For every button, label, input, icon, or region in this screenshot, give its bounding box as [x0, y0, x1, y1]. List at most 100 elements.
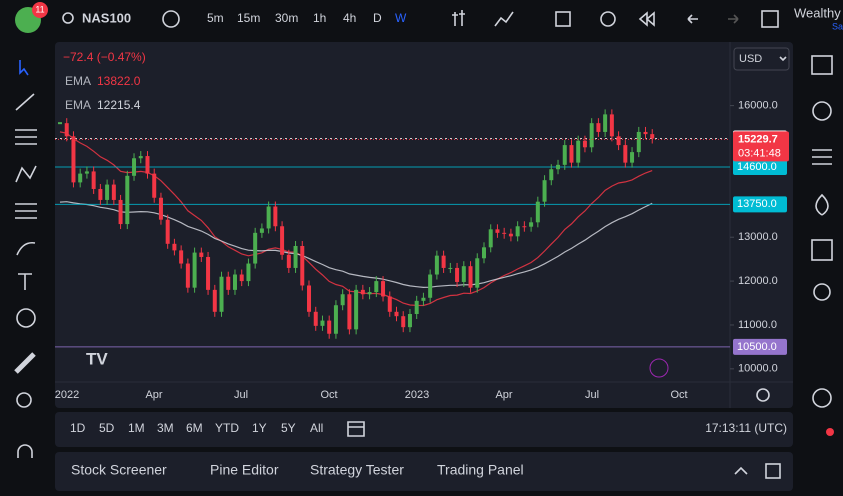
tab[interactable]: Strategy Tester: [310, 462, 404, 478]
zoom-tool[interactable]: [16, 392, 32, 408]
chart-type[interactable]: [452, 10, 465, 26]
indicators[interactable]: [494, 11, 514, 27]
hotlists[interactable]: [815, 193, 829, 216]
candle: [495, 229, 500, 233]
magnet-tool[interactable]: [17, 444, 33, 458]
candle: [354, 289, 359, 330]
range-bar: [55, 412, 793, 447]
range-button[interactable]: 5D: [99, 421, 115, 435]
interval[interactable]: 4h: [343, 11, 356, 25]
candle: [172, 243, 177, 251]
alerts[interactable]: [812, 101, 832, 121]
redo[interactable]: [728, 14, 739, 24]
y-tick-label: 12000.0: [738, 275, 778, 287]
collapse[interactable]: [734, 466, 748, 475]
candle: [529, 222, 534, 227]
range-button[interactable]: YTD: [215, 421, 239, 435]
interval[interactable]: 1h: [313, 11, 326, 25]
tv-logo: TV: [86, 349, 108, 368]
watchlist[interactable]: [811, 55, 833, 75]
indicator-name: EMA: [65, 74, 91, 88]
ruler-tool[interactable]: [14, 352, 36, 374]
add-symbol[interactable]: [162, 10, 180, 28]
candle: [475, 258, 480, 288]
emoji-tool[interactable]: [16, 308, 36, 328]
alert[interactable]: [600, 11, 616, 27]
candle: [327, 320, 332, 334]
candle: [603, 114, 608, 132]
x-tick-label: Apr: [145, 389, 162, 401]
brand-sub: Sa: [832, 21, 843, 31]
text-tool[interactable]: [18, 273, 32, 290]
tab[interactable]: Stock Screener: [71, 462, 167, 478]
range-button[interactable]: 1M: [128, 421, 145, 435]
notification: [826, 428, 834, 436]
streams[interactable]: [812, 388, 832, 408]
candle: [455, 267, 460, 282]
candle: [643, 131, 648, 135]
candle: [434, 255, 439, 275]
countdown: 03:41:48: [738, 147, 781, 159]
indicator-value: 13822.0: [97, 74, 141, 88]
fib-tool[interactable]: [15, 129, 37, 145]
interval[interactable]: D: [373, 11, 382, 25]
candle: [508, 233, 513, 237]
range-button[interactable]: 1Y: [252, 421, 267, 435]
range-button[interactable]: 6M: [186, 421, 203, 435]
replay[interactable]: [638, 11, 655, 27]
cursor-tool[interactable]: [19, 60, 29, 76]
candle: [152, 173, 157, 198]
fullscreen[interactable]: [761, 10, 779, 28]
interval[interactable]: 5m: [207, 11, 224, 25]
symbol[interactable]: NAS100: [82, 10, 131, 25]
tab[interactable]: Trading Panel: [437, 462, 524, 478]
candle: [589, 123, 594, 148]
candle: [515, 226, 520, 237]
candle: [259, 228, 264, 233]
candle: [84, 171, 89, 174]
dropdown-icon[interactable]: [779, 56, 787, 62]
candle: [616, 136, 621, 146]
date-range[interactable]: [347, 421, 365, 437]
range-button[interactable]: 1D: [70, 421, 86, 435]
interval[interactable]: 30m: [275, 11, 298, 25]
interval[interactable]: 15m: [237, 11, 260, 25]
pattern-tool[interactable]: [15, 165, 37, 183]
settings[interactable]: [756, 388, 770, 402]
interval[interactable]: W: [395, 11, 407, 25]
brush-tool[interactable]: [16, 241, 36, 256]
x-tick-label: Jul: [585, 389, 599, 401]
candle: [468, 266, 473, 288]
candle: [556, 164, 561, 170]
candle: [253, 232, 258, 264]
currency[interactable]: USD: [739, 53, 762, 65]
currency-box[interactable]: [733, 47, 790, 71]
candle: [360, 289, 365, 295]
search-icon[interactable]: [62, 12, 74, 24]
event-marker[interactable]: [649, 358, 669, 378]
candle: [488, 229, 493, 248]
level-label: 13750.0: [737, 198, 777, 210]
calendar[interactable]: [811, 239, 833, 261]
range-button[interactable]: 5Y: [281, 421, 296, 435]
candle: [623, 145, 628, 163]
tab[interactable]: Pine Editor: [210, 462, 279, 478]
range-button[interactable]: 3M: [157, 421, 174, 435]
maximize[interactable]: [765, 463, 781, 479]
candle: [320, 320, 325, 326]
forecast-tool[interactable]: [15, 203, 37, 219]
candle: [374, 281, 379, 293]
candle: [522, 226, 527, 228]
candle: [381, 281, 386, 297]
line-tool[interactable]: [15, 93, 35, 111]
layouts[interactable]: [555, 11, 571, 27]
ideas[interactable]: [813, 283, 831, 301]
range-button[interactable]: All: [310, 421, 323, 435]
candle: [502, 232, 507, 234]
undo[interactable]: [687, 14, 698, 24]
candle: [636, 131, 641, 153]
level-label: 14600.0: [737, 161, 777, 173]
x-tick-label: Jul: [234, 389, 248, 401]
candle: [71, 136, 76, 183]
data-window[interactable]: [812, 149, 832, 165]
